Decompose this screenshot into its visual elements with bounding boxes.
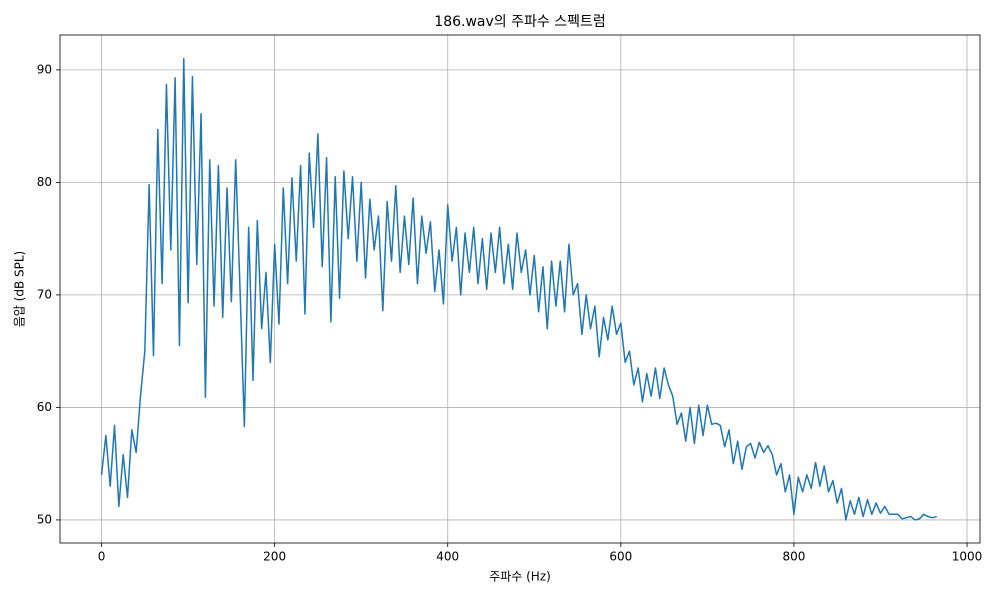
grid-layer <box>60 35 980 543</box>
x-tick-label: 1000 <box>952 550 983 564</box>
y-axis-label: 음압 (dB SPL) <box>13 251 27 327</box>
y-tick-label: 60 <box>37 400 52 414</box>
y-tick-label: 90 <box>37 62 52 76</box>
y-tick-label: 80 <box>37 175 52 189</box>
x-tick-label: 800 <box>782 550 805 564</box>
x-tick-label: 200 <box>263 550 286 564</box>
spectrum-line <box>100 57 937 521</box>
y-tick-label: 70 <box>37 287 52 301</box>
axes-frame <box>59 34 981 544</box>
chart-title: 186.wav의 주파수 스펙트럼 <box>434 14 605 30</box>
y-tick-label: 50 <box>37 512 52 526</box>
x-tick-label: 600 <box>609 550 632 564</box>
x-tick-label: 0 <box>98 550 106 564</box>
x-axis-label: 주파수 (Hz) <box>489 570 551 584</box>
x-tick-label: 400 <box>436 550 459 564</box>
plot-layer <box>100 57 937 521</box>
